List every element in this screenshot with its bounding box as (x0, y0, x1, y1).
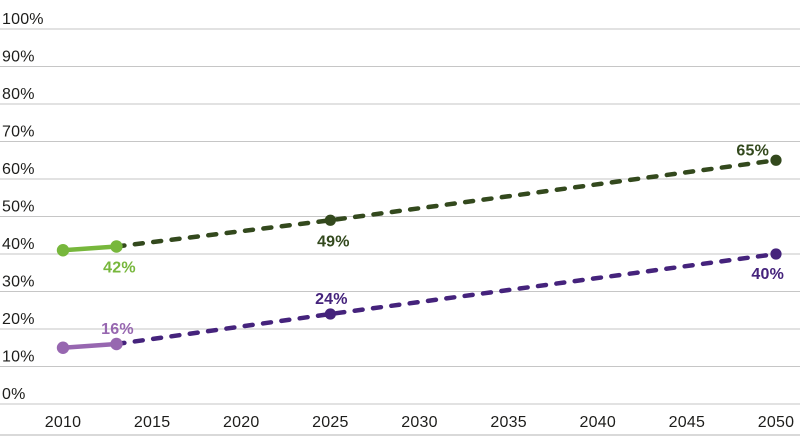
value-label-purple-2050: 40% (751, 266, 784, 283)
y-tick-label-100: 100% (2, 11, 44, 28)
data-point-purple-2013 (110, 337, 123, 351)
value-label-green-2013: 42% (103, 260, 136, 277)
data-point-purple-2010 (56, 341, 70, 354)
data-point-green-2050 (770, 154, 782, 166)
value-label-purple-2013: 16% (101, 321, 134, 338)
purple-projection-line (114, 251, 779, 347)
y-tick-label-20: 20% (2, 311, 35, 328)
green-historical-line (60, 244, 119, 253)
x-tick-label-2010: 2010 (45, 414, 81, 431)
purple-historical-line (60, 341, 119, 350)
x-tick-label-2035: 2035 (490, 414, 526, 431)
x-tick-label-2015: 2015 (134, 414, 170, 431)
y-tick-label-90: 90% (2, 49, 35, 66)
x-tick-label-2040: 2040 (580, 414, 616, 431)
data-point-purple-2050 (770, 248, 782, 260)
y-tick-label-60: 60% (2, 161, 35, 178)
x-tick-label-2050: 2050 (758, 414, 794, 431)
data-point-green-2025 (324, 214, 336, 226)
data-point-green-2010 (56, 244, 70, 257)
y-tick-label-50: 50% (2, 199, 35, 216)
x-tick-label-2020: 2020 (223, 414, 259, 431)
y-tick-label-0: 0% (2, 386, 26, 403)
x-tick-label-2025: 2025 (312, 414, 348, 431)
y-tick-label-10: 10% (2, 349, 35, 366)
x-tick-label-2030: 2030 (401, 414, 437, 431)
green-projection-line (114, 158, 779, 249)
value-label-green-2025: 49% (317, 233, 350, 250)
y-tick-label-70: 70% (2, 124, 35, 141)
value-label-green-2050: 65% (736, 142, 769, 159)
y-tick-label-40: 40% (2, 236, 35, 253)
x-tick-label-2045: 2045 (669, 414, 705, 431)
y-tick-label-30: 30% (2, 274, 35, 291)
y-tick-label-80: 80% (2, 86, 35, 103)
data-point-green-2013 (110, 240, 123, 253)
data-point-purple-2025 (324, 308, 336, 320)
value-label-purple-2025: 24% (315, 291, 348, 308)
